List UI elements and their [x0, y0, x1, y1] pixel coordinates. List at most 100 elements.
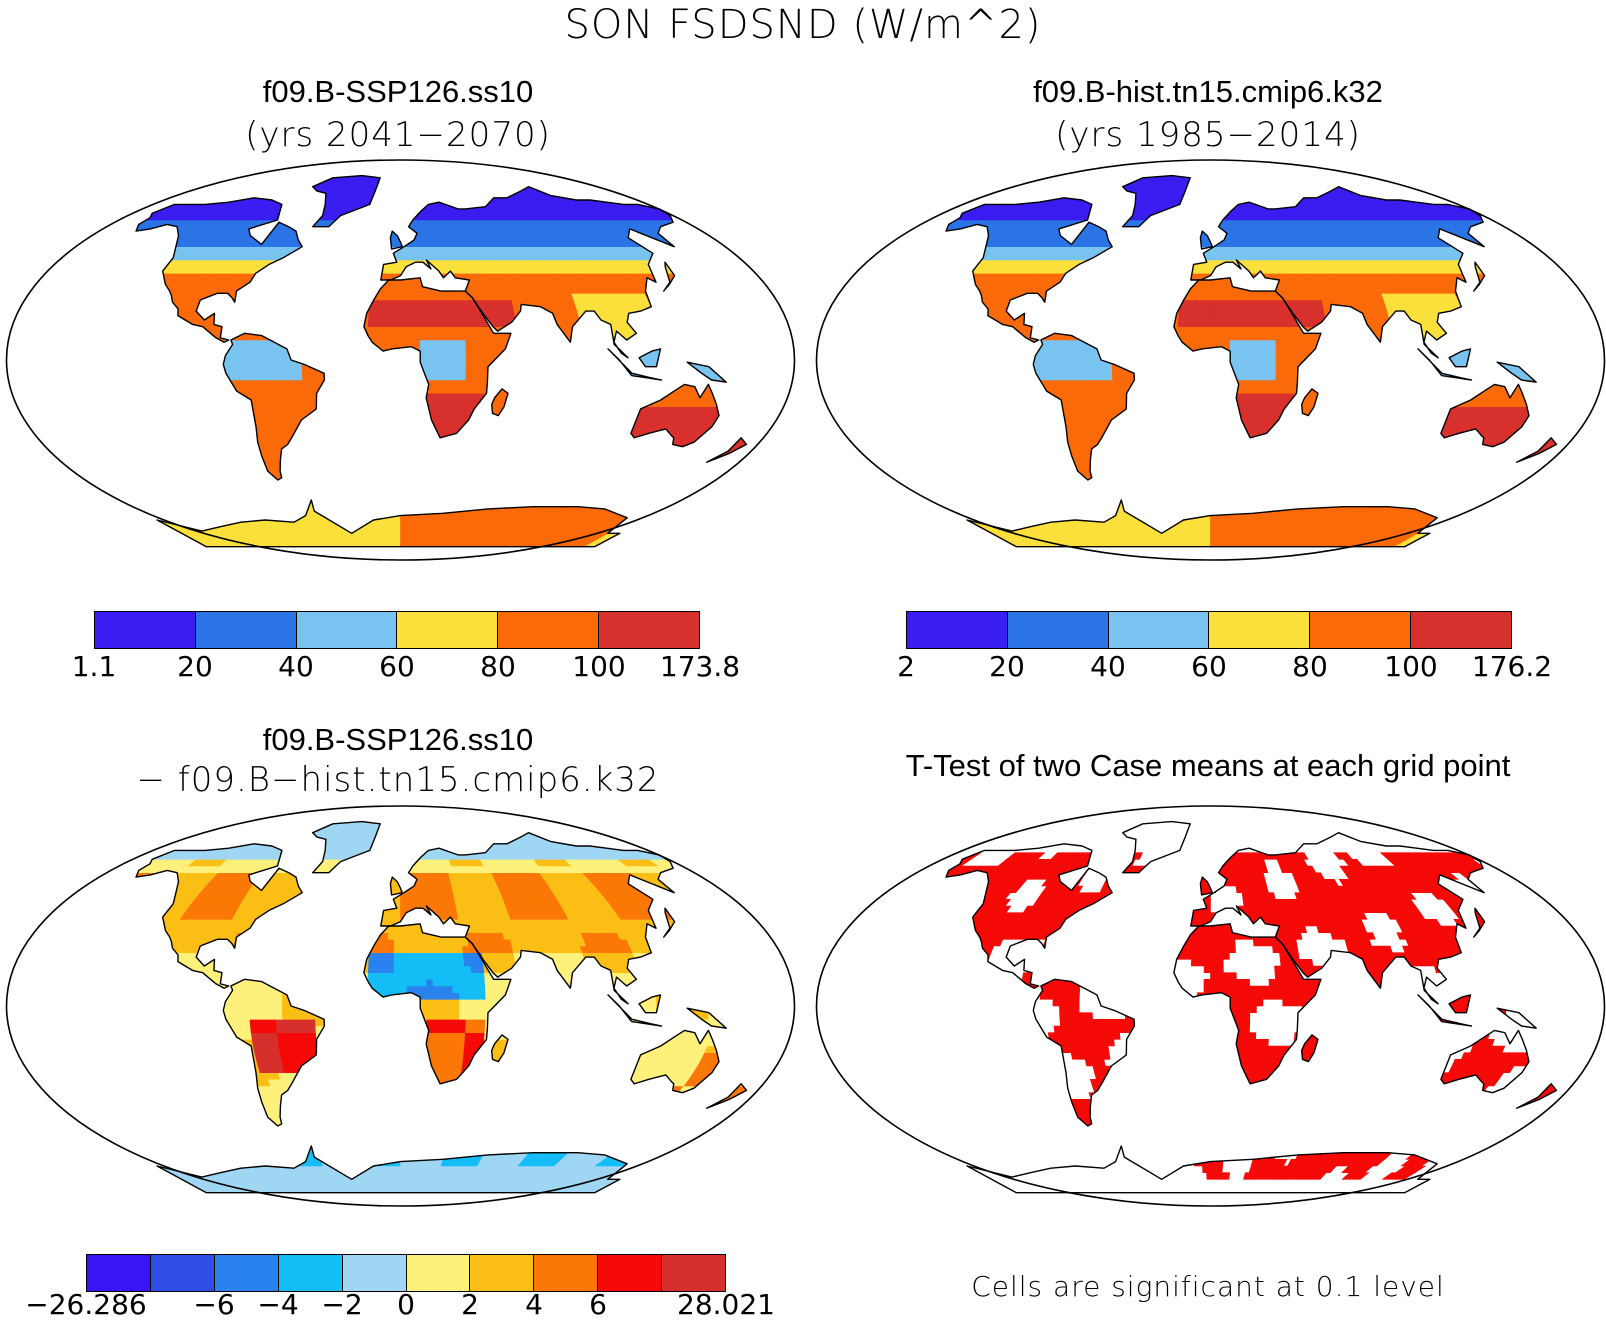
coastlines [945, 820, 1558, 1194]
globe-border [815, 159, 1606, 561]
colorbar-cell-8 [598, 1255, 663, 1291]
coastline-uk [389, 876, 403, 896]
colorbar-tick-label: 100 [1384, 650, 1437, 683]
colorbar-tick-label: −2 [321, 1288, 362, 1321]
colorbar-tick-label: 80 [480, 650, 516, 683]
coastlines [135, 820, 748, 1194]
globe-background [816, 806, 1605, 1206]
colorbar-cell-0 [95, 612, 196, 648]
coastline-australia [1440, 1029, 1530, 1094]
coastline-uk [1199, 876, 1213, 896]
colorbar-cell-4 [1310, 612, 1412, 648]
colorbar-cell-0 [907, 612, 1008, 648]
coastline-uk [389, 230, 403, 250]
globe-background [6, 806, 795, 1206]
coastline-newZealand [1516, 437, 1558, 463]
main-title: SON FSDSND (W/m^2) [564, 2, 1041, 48]
coastlines [135, 174, 748, 548]
colorbar-cell-7 [534, 1255, 599, 1291]
coastline-newZealand [1516, 1083, 1558, 1109]
significance-note: Cells are significant at 0.1 level [971, 1270, 1445, 1303]
coastline-southAmerica [1032, 332, 1136, 481]
coastline-australia [630, 383, 720, 448]
colorbar-tick-label: −4 [257, 1288, 298, 1321]
colorbar-tick-label: 20 [177, 650, 213, 683]
coastline-antarctica [156, 1145, 628, 1194]
colorbar-cell-4 [342, 1255, 407, 1291]
globe-background [816, 160, 1605, 560]
coastline-borneo [638, 348, 662, 368]
colorbar-tick-label: 2 [897, 650, 915, 683]
coastline-madagascar [491, 1034, 509, 1063]
coastline-northAmerica [945, 843, 1113, 989]
colorbar-cell-4 [498, 612, 600, 648]
colorbar-tick-label: 28.021 [677, 1288, 775, 1321]
coastline-uk [1199, 230, 1213, 250]
colorbar-tick-label: 80 [1292, 650, 1328, 683]
colorbar-cell-9 [662, 1255, 726, 1291]
colorbar-tick-label: 2 [461, 1288, 479, 1321]
coastline-indonesia [607, 348, 663, 381]
panel-title-bottom-right: T-Test of two Case means at each grid po… [906, 748, 1511, 784]
coastline-newZealand [706, 1083, 748, 1109]
coastline-newGuinea [1496, 361, 1537, 383]
coastline-madagascar [491, 388, 509, 417]
coastline-newZealand [706, 437, 748, 463]
colorbar-tick-label: 60 [1191, 650, 1227, 683]
coastline-antarctica [966, 1145, 1438, 1194]
colorbar-cell-2 [1108, 612, 1210, 648]
colorbar-tick-label: 40 [278, 650, 314, 683]
coastline-japan [663, 907, 676, 938]
coastline-indonesia [1417, 994, 1473, 1027]
coastline-northAmerica [945, 197, 1113, 343]
coastline-southAmerica [222, 332, 326, 481]
coastline-australia [630, 1029, 720, 1094]
panel-subtitle-top-right: (yrs 1985−2014) [1055, 115, 1361, 155]
panel-title-bottom-left: f09.B-SSP126.ss10 [263, 722, 534, 758]
colorbar-cell-5 [406, 1255, 471, 1291]
globe-border [5, 805, 796, 1207]
coastline-newGuinea [1496, 1007, 1537, 1029]
colorbar-tick-label: 1.1 [72, 650, 117, 683]
globe-background [6, 160, 795, 560]
colorbar-cell-1 [195, 612, 297, 648]
coastline-borneo [1448, 994, 1472, 1014]
colorbar-tick-label: −6 [193, 1288, 234, 1321]
colorbar-cell-1 [150, 1255, 215, 1291]
coastline-greenland [1122, 174, 1191, 228]
coastline-greenland [312, 174, 381, 228]
coastline-japan [1473, 907, 1486, 938]
coastline-northAmerica [135, 197, 303, 343]
coastlines [945, 174, 1558, 548]
coastline-africa [363, 277, 512, 439]
globe-border [5, 159, 796, 561]
colorbar-tick-label: 20 [989, 650, 1025, 683]
coastline-indonesia [607, 994, 663, 1027]
colorbar-top-right [906, 611, 1512, 649]
coastline-borneo [1448, 348, 1472, 368]
colorbar-tick-label: 100 [572, 650, 625, 683]
colorbar-cell-3 [1209, 612, 1311, 648]
colorbar-cell-5 [1411, 612, 1511, 648]
coastline-borneo [638, 994, 662, 1014]
colorbar-tick-label: 4 [525, 1288, 543, 1321]
map-top-left [5, 159, 796, 561]
colorbar-tick-label: −26.286 [25, 1288, 146, 1321]
colorbar-tick-label: 173.8 [660, 650, 740, 683]
panel-title-top-left: f09.B-SSP126.ss10 [263, 74, 534, 110]
colorbar-cell-1 [1007, 612, 1109, 648]
coastline-antarctica [156, 499, 628, 548]
coastline-africa [363, 923, 512, 1085]
coastline-japan [1473, 261, 1486, 292]
colorbar-tick-label: 0 [397, 1288, 415, 1321]
colorbar-cell-5 [599, 612, 699, 648]
map-bottom-right [815, 805, 1606, 1207]
colorbar-bottom-left [86, 1254, 726, 1292]
coastline-indonesia [1417, 348, 1473, 381]
coastline-africa [1173, 277, 1322, 439]
panel-subtitle-top-left: (yrs 2041−2070) [245, 115, 551, 155]
map-top-right [815, 159, 1606, 561]
panel-subtitle-bottom-left: − f09.B−hist.tn15.cmip6.k32 [136, 760, 659, 800]
coastline-newGuinea [686, 361, 727, 383]
coastline-greenland [312, 820, 381, 874]
